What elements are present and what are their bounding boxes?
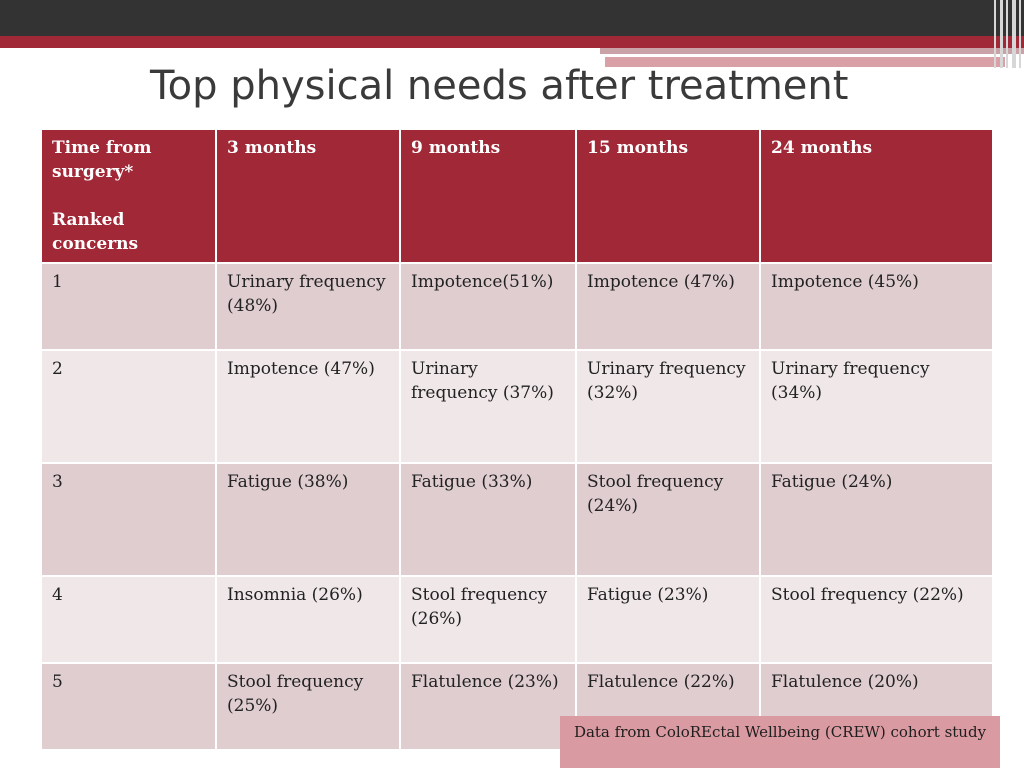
top-red-band-accent [600,48,1024,54]
corner-label-line: surgery* [52,162,134,182]
rank-cell: 2 [40,349,217,464]
corner-label-line: concerns [52,234,139,254]
table-cell: Impotence (47%) [575,262,761,351]
column-header-24-months: 24 months [759,128,994,264]
table-cell: Urinary frequency (34%) [759,349,994,464]
table-cell: Urinary frequency (32%) [575,349,761,464]
top-pink-band [605,57,1005,67]
column-header-3-months: 3 months [215,128,401,264]
table-cell: Urinary frequency (48%) [215,262,401,351]
table-cell: Flatulence (23%) [399,662,577,751]
table-header-row: Time from surgery* Ranked concerns 3 mon… [40,128,994,264]
table-cell: Impotence (47%) [215,349,401,464]
top-red-band [0,36,1024,48]
corner-stripes-decoration [992,0,1024,68]
table-row: 2 Impotence (47%) Urinary frequency (37%… [40,349,994,464]
table-cell: Fatigue (24%) [759,462,994,577]
column-header-15-months: 15 months [575,128,761,264]
table-cell: Impotence(51%) [399,262,577,351]
source-note: Data from ColoREctal Wellbeing (CREW) co… [560,716,1000,768]
rank-cell: 3 [40,462,217,577]
table-cell: Impotence (45%) [759,262,994,351]
table-row: 3 Fatigue (38%) Fatigue (33%) Stool freq… [40,462,994,577]
rank-cell: 4 [40,575,217,664]
needs-table: Time from surgery* Ranked concerns 3 mon… [40,128,994,751]
table-cell: Stool frequency (24%) [575,462,761,577]
corner-label-line: Time from [52,138,152,158]
table-row: 5 Stool frequency (25%) Flatulence (23%)… [40,662,994,751]
column-header-9-months: 9 months [399,128,577,264]
table-cell: Insomnia (26%) [215,575,401,664]
table-cell: Fatigue (33%) [399,462,577,577]
rank-cell: 1 [40,262,217,351]
table-cell: Urinary frequency (37%) [399,349,577,464]
corner-label-line: Ranked [52,210,125,230]
slide-title: Top physical needs after treatment [150,63,849,109]
table-cell: Stool frequency (26%) [399,575,577,664]
table-cell: Stool frequency (22%) [759,575,994,664]
top-white-line [605,54,945,57]
table-row: 4 Insomnia (26%) Stool frequency (26%) F… [40,575,994,664]
table-row: 1 Urinary frequency (48%) Impotence(51%)… [40,262,994,351]
table-cell: Stool frequency (25%) [215,662,401,751]
top-dark-bar [0,0,1024,36]
table-cell: Fatigue (38%) [215,462,401,577]
rank-cell: 5 [40,662,217,751]
corner-header-cell: Time from surgery* Ranked concerns [40,128,217,264]
table-cell: Fatigue (23%) [575,575,761,664]
